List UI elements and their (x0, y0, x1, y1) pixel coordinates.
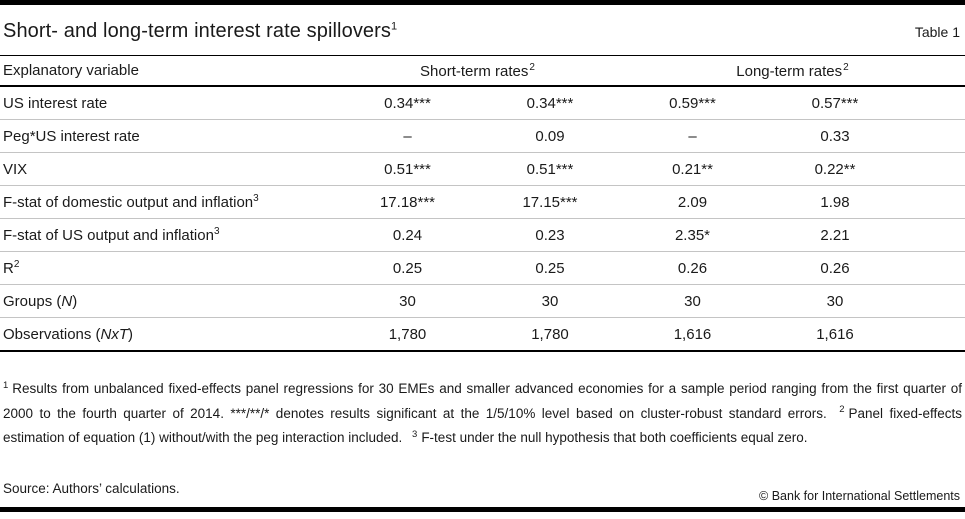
row-label: Observations (NxT) (0, 317, 335, 352)
filler-cell (905, 185, 965, 219)
row-label: F-stat of domestic output and inflation3 (0, 185, 335, 219)
table-row: R2 0.25 0.25 0.26 0.26 (0, 251, 965, 285)
filler-cell (905, 119, 965, 153)
value-cell: 1,780 (480, 317, 620, 352)
group-header-long-term-text: Long-term rates (736, 62, 843, 80)
row-label: R2 (0, 251, 335, 285)
value-cell: 0.34*** (480, 86, 620, 120)
filler-cell (905, 218, 965, 252)
top-rule (0, 0, 965, 5)
table-row: Observations (NxT) 1,780 1,780 1,616 1,6… (0, 317, 965, 352)
footnote-text: Results from unbalanced fixed-effects pa… (3, 381, 962, 421)
filler-cell (905, 317, 965, 352)
value-cell: 1,616 (620, 317, 765, 352)
group-header-long-term-rates: Long-term rates2 (620, 55, 965, 87)
value-cell: 0.09 (480, 119, 620, 153)
footnote-marker: 3 (412, 428, 418, 440)
value-cell: 0.51*** (335, 152, 480, 186)
column-header-explanatory-variable: Explanatory variable (0, 55, 335, 87)
page-title-footnote-marker: 1 (391, 20, 398, 33)
value-cell: 2.21 (765, 218, 905, 252)
value-cell: 0.59*** (620, 86, 765, 120)
footnote-text: Panel fixed-effects estimation of equati… (3, 405, 962, 446)
source-line: Source: Authors’ calculations. (3, 480, 180, 496)
value-cell: 2.35* (620, 218, 765, 252)
value-cell: 0.23 (480, 218, 620, 252)
row-label: US interest rate (0, 86, 335, 120)
value-cell: 1.98 (765, 185, 905, 219)
value-cell: 30 (335, 284, 480, 318)
value-cell: 0.21** (620, 152, 765, 186)
footnote-marker: 2 (839, 404, 845, 415)
group-header-short-term-sup: 2 (529, 61, 535, 73)
table-row: F-stat of US output and inflation3 0.24 … (0, 218, 965, 252)
footnotes: 1 Results from unbalanced fixed-effects p… (0, 366, 965, 449)
group-header-long-term-sup: 2 (843, 61, 849, 73)
footnote-text: F-test under the null hypothesis that bo… (421, 430, 808, 445)
filler-cell (905, 86, 965, 120)
row-label: Groups (N) (0, 284, 335, 318)
value-cell: 0.26 (620, 251, 765, 285)
title-row: Short- and long-term interest rate spill… (0, 5, 965, 55)
value-cell: 0.24 (335, 218, 480, 252)
value-cell: 0.34*** (335, 86, 480, 120)
filler-cell (905, 251, 965, 285)
row-label: Peg*US interest rate (0, 119, 335, 153)
value-cell: 0.33 (765, 119, 905, 153)
value-cell: – (620, 119, 765, 153)
value-cell: 1,780 (335, 317, 480, 352)
value-cell: 30 (480, 284, 620, 318)
copyright-line: © Bank for International Settlements (759, 489, 960, 503)
value-cell: 0.22** (765, 152, 905, 186)
table-row: Peg*US interest rate – 0.09 – 0.33 (0, 119, 965, 153)
table-row: F-stat of domestic output and inflation3… (0, 185, 965, 219)
value-cell: 17.18*** (335, 185, 480, 219)
value-cell: 17.15*** (480, 185, 620, 219)
group-header-short-term-text: Short-term rates (420, 62, 529, 80)
filler-cell (905, 152, 965, 186)
row-label: F-stat of US output and inflation3 (0, 218, 335, 252)
table-row: Groups (N) 30 30 30 30 (0, 284, 965, 318)
footnote-item: 2 Panel fixed-effects estimation of equat… (3, 404, 962, 446)
results-table: Explanatory variable Short-term rates2 L… (0, 55, 965, 352)
footnote-marker: 1 (3, 379, 9, 391)
footnote-item: 3 F-test under the null hypothesis that b… (406, 428, 808, 446)
value-cell: 30 (765, 284, 905, 318)
group-header-short-term-rates: Short-term rates2 (335, 55, 620, 87)
filler-cell (905, 284, 965, 318)
page-title-text: Short- and long-term interest rate spill… (3, 20, 391, 42)
page-title: Short- and long-term interest rate spill… (3, 20, 397, 43)
value-cell: 0.26 (765, 251, 905, 285)
value-cell: 0.25 (480, 251, 620, 285)
bottom-rule (0, 507, 965, 512)
value-cell: 0.57*** (765, 86, 905, 120)
value-cell: 2.09 (620, 185, 765, 219)
table-header-row: Explanatory variable Short-term rates2 L… (0, 55, 965, 87)
value-cell: – (335, 119, 480, 153)
table-row: VIX 0.51*** 0.51*** 0.21** 0.22** (0, 152, 965, 186)
value-cell: 30 (620, 284, 765, 318)
footnote-item: 1 Results from unbalanced fixed-effects p… (3, 379, 962, 421)
value-cell: 0.25 (335, 251, 480, 285)
table-number: Table 1 (914, 24, 960, 40)
table-row: US interest rate 0.34*** 0.34*** 0.59***… (0, 86, 965, 120)
row-label: VIX (0, 152, 335, 186)
value-cell: 1,616 (765, 317, 905, 352)
value-cell: 0.51*** (480, 152, 620, 186)
